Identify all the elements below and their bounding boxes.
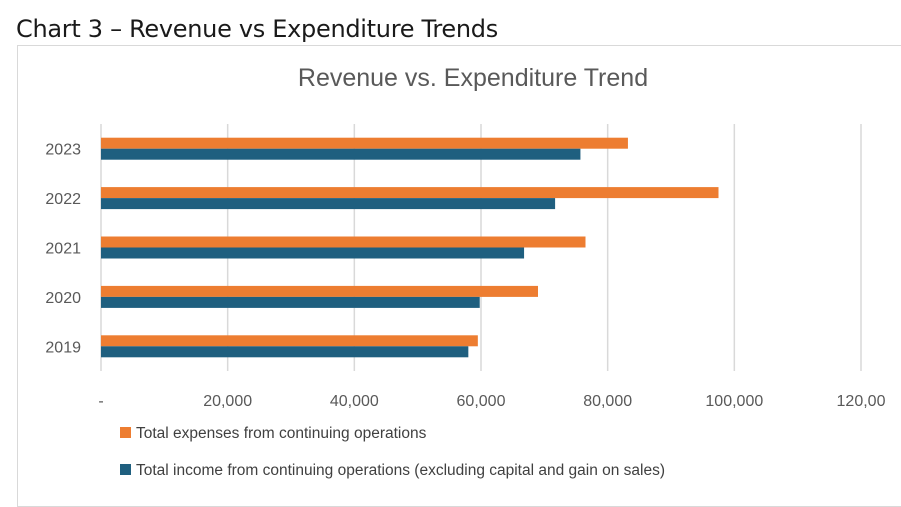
bar-income-2020 [101,296,480,308]
y-tick-label: 2023 [45,142,81,159]
bar-income-2021 [101,247,525,259]
bar-expenses-2020 [101,285,538,297]
bars [101,137,719,358]
bar-income-2023 [101,148,581,160]
bar-expenses-2019 [101,335,478,347]
bar-expenses-2023 [101,137,628,149]
y-tick-label: 2021 [45,241,81,258]
legend-swatch [120,464,131,475]
x-tick-label: 60,000 [457,393,506,410]
x-axis-labels: - 20,000 40,000 60,000 80,000 100,000 120,00 [98,393,885,410]
x-tick-label: 40,000 [330,393,379,410]
bar-income-2019 [101,346,469,358]
y-tick-label: 2022 [45,191,81,208]
legend-swatch [120,427,131,438]
bar-expenses-2021 [101,236,586,248]
bar-income-2022 [101,198,556,210]
x-tick-label: 80,000 [583,393,632,410]
chart-area: Revenue vs. Expenditure Trend 2019 2020 20… [17,45,901,507]
legend-label: Total income from continuing operations … [136,462,665,479]
chart-caption: Chart 3 – Revenue vs Expenditure Trends [16,15,498,43]
x-tick-label: 100,000 [705,393,763,410]
bar-expenses-2022 [101,187,719,199]
x-tick-label: - [98,393,103,410]
y-tick-label: 2020 [45,290,81,307]
y-axis-labels: 2019 2020 2021 2022 2023 [45,142,81,357]
x-tick-label: 20,000 [203,393,252,410]
chart-title: Revenue vs. Expenditure Trend [298,64,648,92]
x-tick-label: 120,00 [837,393,886,410]
bar-chart: Revenue vs. Expenditure Trend 2019202020… [45,64,885,479]
legend-label: Total expenses from continuing operation… [136,425,427,442]
y-tick-label: 2019 [45,339,81,356]
legend: Total expenses from continuing operation… [120,425,665,479]
